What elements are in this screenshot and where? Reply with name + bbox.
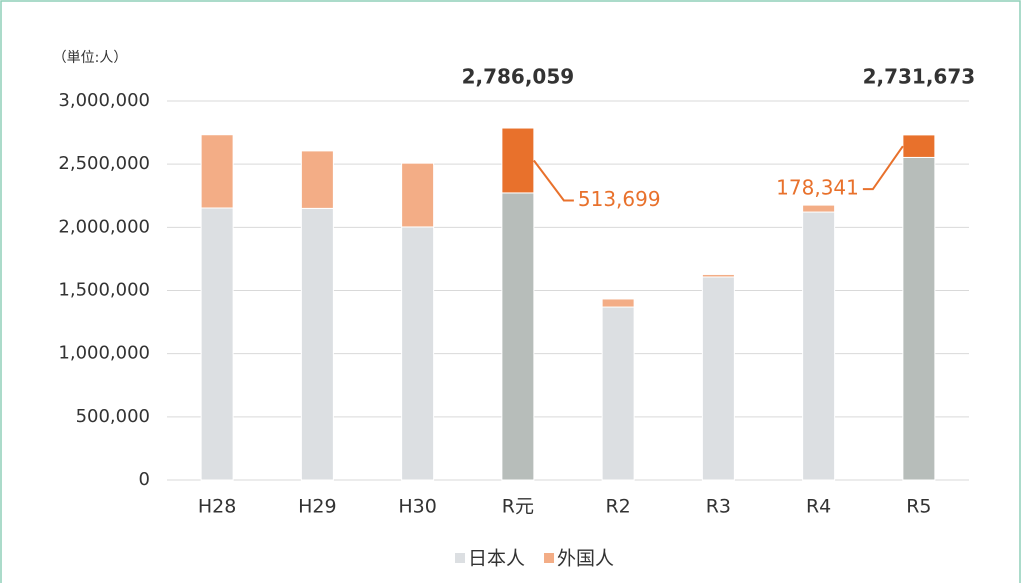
total-label: 2,786,059 [462, 65, 575, 89]
unit-label: （単位:人） [53, 50, 128, 66]
y-tick-label: 3,000,000 [58, 90, 150, 111]
y-tick-label: 1,000,000 [58, 343, 150, 364]
bar-segment [802, 211, 836, 481]
x-tick-label: R5 [906, 496, 931, 518]
bar-segment [200, 207, 234, 481]
y-tick-label: 500,000 [76, 406, 150, 427]
callout-line [533, 159, 574, 202]
x-tick-label: R4 [806, 496, 831, 518]
legend-label: 日本人 [468, 548, 525, 570]
legend-swatch [455, 553, 465, 563]
y-tick-label: 0 [139, 469, 150, 490]
data-label: 513,699 [578, 187, 661, 211]
bar-segment [501, 192, 535, 481]
bar-segment [300, 150, 334, 209]
x-tick-label: H29 [298, 496, 336, 518]
x-tick-label: H28 [198, 496, 236, 518]
bar-segment [601, 306, 635, 481]
x-tick-label: R元 [502, 496, 534, 518]
bar-segment [701, 273, 735, 278]
bar-segment [401, 162, 435, 228]
bar-segment [802, 204, 836, 213]
bar-segment [401, 226, 435, 481]
bar-segment [501, 127, 535, 194]
y-tick-label: 2,000,000 [58, 216, 150, 237]
bar-segment [601, 298, 635, 308]
bar-segment [200, 134, 234, 209]
x-tick-label: R3 [706, 496, 731, 518]
bar-segment [300, 207, 334, 481]
bar-segment [902, 156, 936, 481]
legend-label: 外国人 [557, 548, 614, 570]
total-label: 2,731,673 [863, 65, 976, 89]
bar-segment [902, 134, 936, 158]
callout-line [862, 145, 904, 191]
bar-segment [701, 276, 735, 481]
x-tick-label: H30 [398, 496, 436, 518]
y-tick-label: 2,500,000 [58, 153, 150, 174]
x-tick-label: R2 [605, 496, 630, 518]
data-label: 178,341 [776, 176, 859, 200]
y-tick-label: 1,500,000 [58, 280, 150, 301]
legend-swatch [544, 553, 555, 563]
